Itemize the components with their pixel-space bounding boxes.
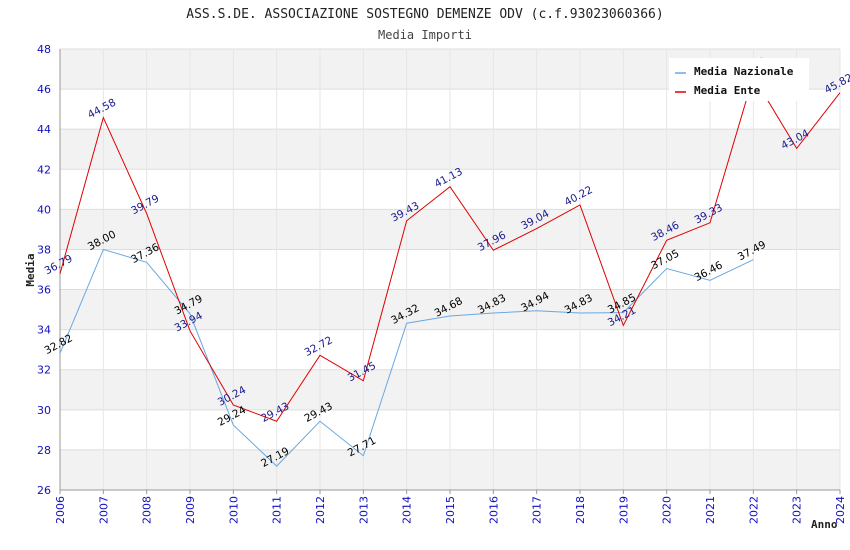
legend-label-ente: Media Ente [694, 84, 761, 97]
x-tick-label: 2023 [791, 496, 804, 524]
legend: Media Nazionale Media Ente [669, 58, 809, 101]
grid-lines [59, 48, 841, 494]
x-tick-labels: 2006 2007 2008 2009 2010 2011 2012 2013 2014 2015… [54, 496, 847, 524]
x-tick-label: 2022 [747, 496, 760, 524]
series-line-ente [59, 75, 841, 422]
legend-box [669, 58, 809, 101]
y-tick-label: 34 [37, 324, 51, 337]
chart-title: ASS.S.DE. ASSOCIAZIONE SOSTEGNO DEMENZE … [186, 7, 663, 22]
y-tick-label: 36 [37, 284, 51, 297]
x-tick-label: 2014 [401, 496, 414, 524]
x-tick-label: 2012 [314, 496, 327, 524]
x-tick-label: 2017 [531, 496, 544, 524]
x-tick-label: 2006 [54, 496, 67, 524]
series-lines [59, 75, 841, 467]
x-tick-label: 2007 [97, 496, 110, 524]
y-tick-labels: 26 28 30 32 34 36 38 40 42 44 46 48 [37, 43, 51, 497]
x-axis-label: Anno [811, 518, 838, 531]
x-tick-label: 2020 [661, 496, 674, 524]
chart-subtitle: Media Importi [378, 28, 472, 42]
y-tick-label: 42 [37, 163, 51, 176]
y-axis-label: Media [24, 253, 37, 286]
x-tick-label: 2016 [487, 496, 500, 524]
x-tick-label: 2019 [617, 496, 630, 524]
x-tick-label: 2009 [184, 496, 197, 524]
x-tick-label: 2021 [704, 496, 717, 524]
legend-label-nazionale: Media Nazionale [694, 65, 794, 78]
y-tick-label: 48 [37, 43, 51, 56]
x-tick-label: 2015 [444, 496, 457, 524]
data-label-ente: 44.58 [86, 97, 118, 122]
y-tick-label: 26 [37, 484, 51, 497]
x-tick-label: 2013 [357, 496, 370, 524]
x-tick-label: 2010 [227, 496, 240, 524]
y-tick-label: 38 [37, 243, 51, 256]
y-tick-label: 46 [37, 83, 51, 96]
data-label-nazionale: 37.05 [649, 247, 681, 272]
y-tick-label: 28 [37, 444, 51, 457]
x-tick-label: 2018 [574, 496, 587, 524]
y-tick-label: 40 [37, 203, 51, 216]
x-tick-label: 2011 [271, 496, 284, 524]
data-label-ente: 32.72 [303, 334, 335, 359]
y-tick-label: 32 [37, 364, 51, 377]
data-label-ente: 40.22 [563, 184, 595, 209]
x-tick-label: 2024 [834, 496, 847, 524]
x-tick-label: 2008 [141, 496, 154, 524]
y-tick-label: 30 [37, 404, 51, 417]
y-tick-label: 44 [37, 123, 51, 136]
